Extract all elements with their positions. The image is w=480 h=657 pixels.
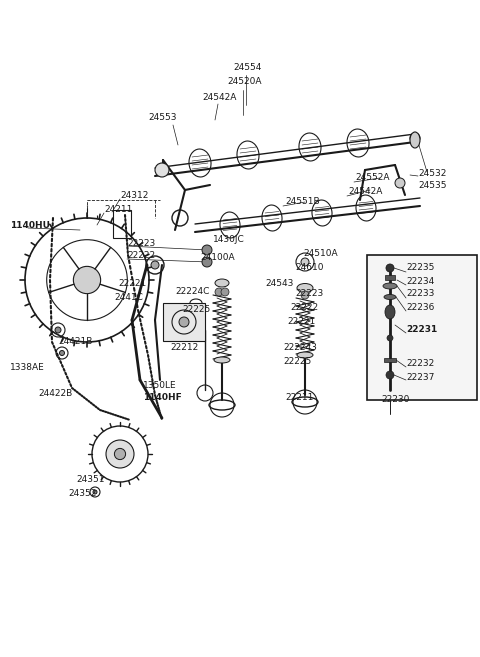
Text: 24422B: 24422B [38, 388, 72, 397]
Text: 1140HU: 1140HU [10, 221, 50, 229]
Circle shape [215, 288, 223, 296]
Text: 22237: 22237 [406, 373, 434, 382]
Text: 222243: 222243 [283, 344, 317, 353]
Text: 22212: 22212 [170, 344, 198, 353]
Text: 22233: 22233 [406, 290, 434, 298]
Text: 24542A: 24542A [203, 93, 237, 101]
Circle shape [386, 264, 394, 272]
Circle shape [179, 317, 189, 327]
Circle shape [410, 133, 420, 143]
Text: 22225: 22225 [182, 304, 210, 313]
Circle shape [55, 327, 61, 333]
Text: 24535: 24535 [418, 181, 446, 189]
Ellipse shape [384, 294, 396, 300]
Text: 24551B: 24551B [285, 198, 320, 206]
Text: 24543: 24543 [265, 279, 293, 288]
Circle shape [387, 335, 393, 341]
Text: 24610: 24610 [295, 263, 324, 273]
Text: 24542A: 24542A [348, 187, 383, 196]
Text: 24553: 24553 [149, 114, 177, 122]
Text: 22211: 22211 [285, 394, 313, 403]
Circle shape [114, 448, 126, 460]
Circle shape [202, 245, 212, 255]
Circle shape [151, 261, 159, 269]
Text: 24421B: 24421B [58, 338, 92, 346]
Bar [384, 358, 396, 362]
Text: 22221: 22221 [118, 279, 146, 288]
Circle shape [73, 266, 101, 294]
Ellipse shape [297, 284, 313, 292]
Text: 1338AE: 1338AE [10, 363, 45, 371]
Circle shape [155, 163, 169, 177]
Bar [113, 210, 131, 238]
Text: 24100A: 24100A [200, 254, 235, 263]
Text: 24352: 24352 [68, 489, 96, 499]
Text: 22225: 22225 [283, 357, 311, 367]
Circle shape [221, 288, 229, 296]
Ellipse shape [214, 357, 230, 363]
Circle shape [386, 371, 394, 379]
Circle shape [301, 291, 309, 299]
Ellipse shape [383, 283, 397, 289]
Text: 22224C: 22224C [175, 288, 209, 296]
Text: 24552A: 24552A [355, 173, 389, 183]
Text: 24211: 24211 [104, 206, 132, 214]
Text: 24554: 24554 [234, 64, 262, 72]
Text: 22236: 22236 [406, 302, 434, 311]
Text: 22221: 22221 [287, 317, 315, 327]
Circle shape [301, 258, 309, 266]
Text: 22232: 22232 [406, 359, 434, 367]
Text: 1350LE: 1350LE [143, 380, 177, 390]
Text: 24520A: 24520A [228, 78, 262, 87]
Text: 24351: 24351 [76, 474, 105, 484]
Text: 22234: 22234 [406, 277, 434, 286]
Ellipse shape [410, 132, 420, 148]
Circle shape [395, 178, 405, 188]
Text: 22222: 22222 [127, 252, 155, 260]
Circle shape [60, 350, 64, 355]
Text: 24510A: 24510A [303, 248, 337, 258]
Ellipse shape [385, 305, 395, 319]
Text: 22223: 22223 [127, 238, 155, 248]
Bar [385, 275, 395, 280]
Text: 22235: 22235 [406, 263, 434, 273]
Circle shape [202, 257, 212, 267]
Circle shape [106, 440, 134, 468]
Circle shape [93, 490, 97, 494]
Ellipse shape [297, 352, 313, 358]
Ellipse shape [215, 279, 229, 287]
Text: 22223: 22223 [295, 288, 323, 298]
Text: 24532: 24532 [418, 168, 446, 177]
Text: 22230: 22230 [381, 396, 409, 405]
Text: 2441C: 2441C [114, 294, 143, 302]
Bar [367, 255, 477, 400]
Text: 1140HF: 1140HF [143, 392, 182, 401]
Text: 22222: 22222 [290, 302, 318, 311]
Text: 24312: 24312 [120, 191, 148, 200]
Text: 1430JC: 1430JC [213, 235, 245, 244]
Text: 22231: 22231 [406, 325, 437, 334]
Bar [163, 303, 205, 341]
